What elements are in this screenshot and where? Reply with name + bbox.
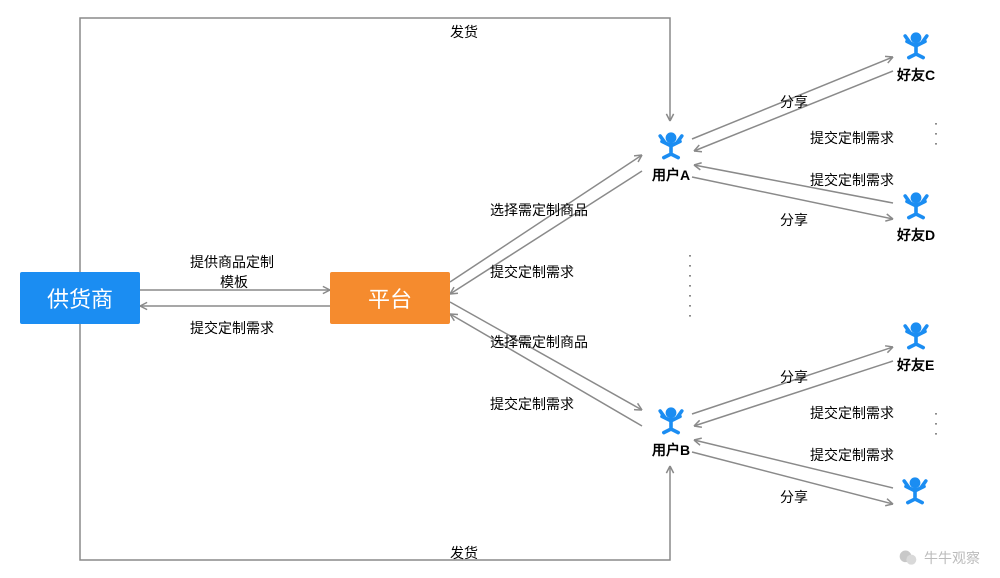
submit-bf-label: 提交定制需求: [810, 445, 894, 465]
share-ad-label: 分享: [780, 210, 808, 230]
supplier-box: 供货商: [20, 272, 140, 324]
user-a: 用户A: [652, 127, 690, 185]
friend-e: 好友E: [897, 317, 934, 375]
user-b: 用户B: [652, 402, 690, 460]
submit-be-label: 提交定制需求: [810, 403, 894, 423]
share-be-label: 分享: [780, 367, 808, 387]
diagram-canvas: [0, 0, 1000, 578]
platform-box: 平台: [330, 272, 450, 324]
watermark: 牛牛观察: [898, 548, 980, 568]
ship-bottom-label: 发货: [450, 543, 478, 563]
platform-label: 平台: [368, 282, 412, 314]
dots-users: ·······: [688, 250, 692, 320]
submit-ac-label: 提交定制需求: [810, 128, 894, 148]
supplier-template-label-1: 提供商品定制: [190, 252, 274, 272]
submit-b-label: 提交定制需求: [490, 394, 574, 414]
dots-friends-cd: ···: [934, 118, 938, 148]
watermark-text: 牛牛观察: [924, 548, 980, 568]
friend-d: 好友D: [897, 187, 935, 245]
submit-ad-label: 提交定制需求: [810, 170, 894, 190]
dots-friends-ef: ···: [934, 408, 938, 438]
supplier-template-label-2: 模板: [220, 272, 248, 292]
ship-top-label: 发货: [450, 22, 478, 42]
select-b-label: 选择需定制商品: [490, 332, 588, 352]
submit-a-label: 提交定制需求: [490, 262, 574, 282]
select-a-label: 选择需定制商品: [490, 200, 588, 220]
friend-c: 好友C: [897, 27, 935, 85]
supplier-submit-label: 提交定制需求: [190, 318, 274, 338]
friend-f: [897, 472, 933, 508]
wechat-icon: [898, 548, 918, 568]
supplier-label: 供货商: [47, 282, 113, 314]
share-ac-label: 分享: [780, 92, 808, 112]
share-bf-label: 分享: [780, 487, 808, 507]
